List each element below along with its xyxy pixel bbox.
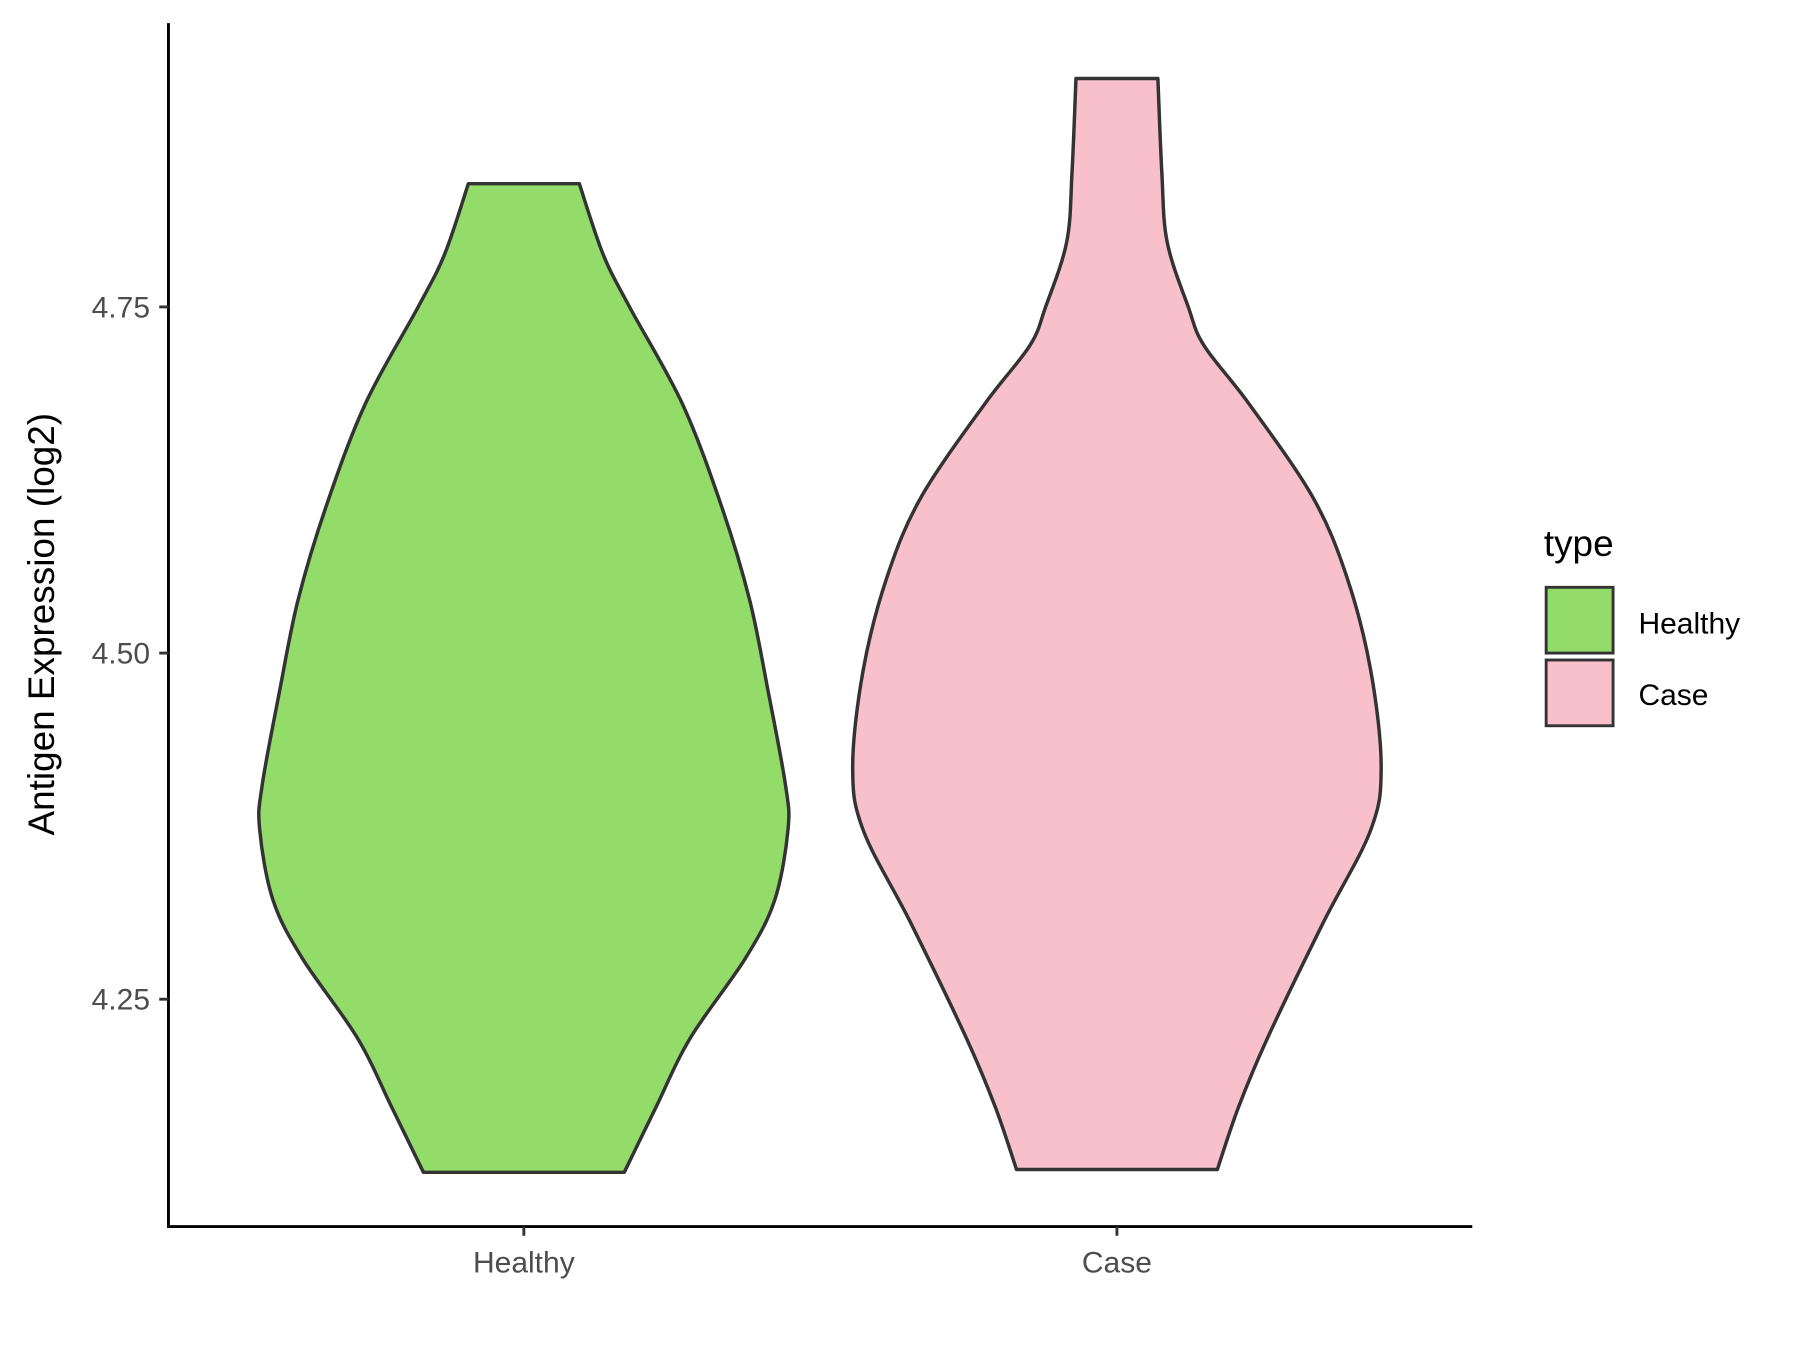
violins bbox=[257, 76, 1383, 1175]
x-ticks: Healthy Case bbox=[473, 1226, 1152, 1280]
legend-key-healthy bbox=[1544, 585, 1615, 655]
legend-title: type bbox=[1544, 523, 1614, 564]
legend-label-healthy: Healthy bbox=[1638, 607, 1740, 640]
x-tick-label: Case bbox=[1082, 1247, 1152, 1280]
y-tick-label: 4.25 bbox=[92, 984, 150, 1017]
violin-case bbox=[850, 76, 1383, 1172]
y-axis-title: Antigen Expression (log2) bbox=[21, 413, 62, 836]
legend-label-case: Case bbox=[1638, 679, 1708, 712]
legend: type Healthy Case bbox=[1544, 523, 1740, 728]
x-tick-label: Healthy bbox=[473, 1247, 575, 1280]
y-tick-label: 4.50 bbox=[92, 637, 150, 670]
violin-healthy bbox=[257, 181, 791, 1175]
legend-key-case bbox=[1544, 658, 1615, 728]
y-tick-label: 4.75 bbox=[92, 291, 150, 324]
y-ticks: 4.25 4.50 4.75 bbox=[92, 291, 169, 1017]
